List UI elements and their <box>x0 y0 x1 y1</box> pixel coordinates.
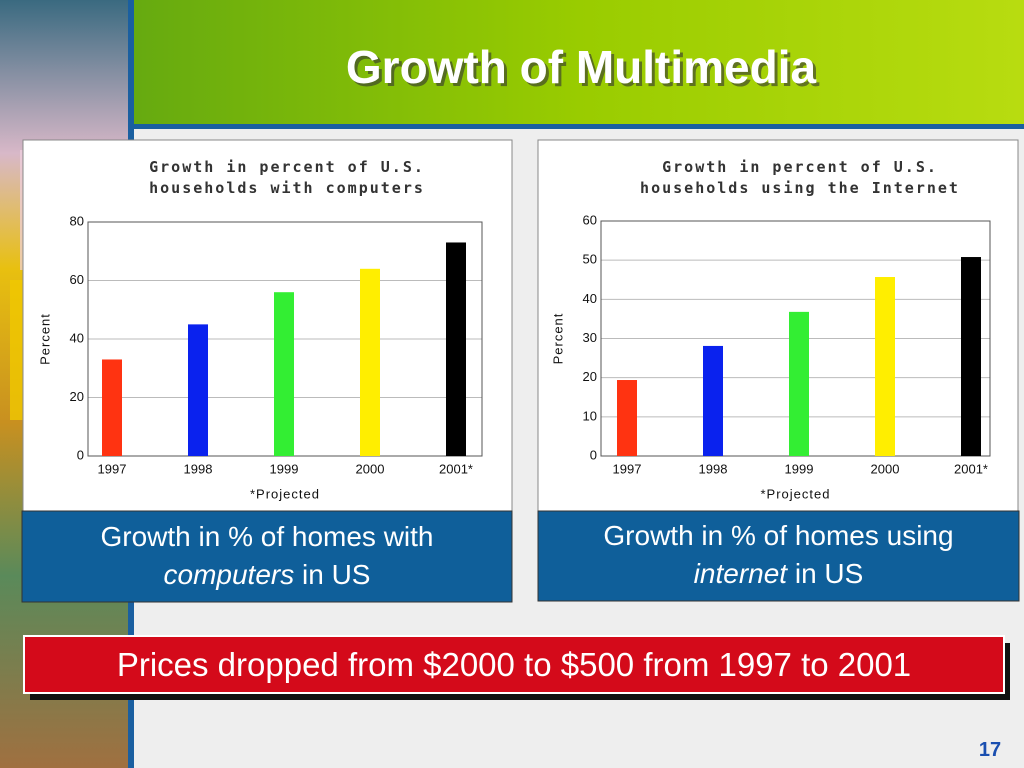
caption-text: in US <box>794 558 864 589</box>
title-shadow: Growth of Multimedia <box>349 44 820 96</box>
x-tick-label: 1998 <box>699 461 728 476</box>
chart-title: Growth in percent of U.S. <box>662 158 938 176</box>
banner <box>23 635 1005 694</box>
bar <box>188 324 208 456</box>
header <box>134 0 1024 124</box>
y-tick-label: 0 <box>590 447 597 462</box>
bar <box>446 242 466 456</box>
slide-title: Growth of Multimedia <box>346 41 817 93</box>
y-tick-label: 20 <box>583 369 597 384</box>
chart-title: Growth in percent of U.S. <box>149 158 425 176</box>
x-tick-label: 2001* <box>954 461 988 476</box>
caption-text: Growth in % of homes using <box>603 520 954 551</box>
caption: Growth in % of homes with computers in U… <box>22 518 512 594</box>
banner-text: Prices dropped from $2000 to $500 from 1… <box>117 646 911 683</box>
bar <box>360 268 380 456</box>
y-tick-label: 30 <box>583 330 597 345</box>
bar <box>102 359 122 456</box>
x-tick-label: 1999 <box>270 461 299 476</box>
y-tick-label: 80 <box>70 213 84 228</box>
caption-box <box>21 510 513 603</box>
x-tick-label: 1998 <box>184 461 213 476</box>
caption-text: Growth in % of homes with <box>100 521 434 552</box>
caption-emphasis: internet <box>693 558 788 589</box>
x-tick-label: 2000 <box>356 461 385 476</box>
x-tick-label: 1999 <box>785 461 814 476</box>
bar <box>789 311 809 456</box>
y-tick-label: 0 <box>77 447 84 462</box>
x-tick-label: 1997 <box>98 461 127 476</box>
x-axis-label: *Projected <box>250 486 320 501</box>
x-tick-label: 1997 <box>613 461 642 476</box>
caption: Growth in % of homes using internet in U… <box>538 517 1019 593</box>
y-tick-label: 50 <box>583 252 597 267</box>
header-rule <box>134 124 1024 129</box>
bar <box>961 257 981 456</box>
bar <box>703 345 723 456</box>
caption-emphasis: computers <box>163 559 295 590</box>
chart-title: households with computers <box>149 179 425 197</box>
y-tick-label: 20 <box>70 389 84 404</box>
x-tick-label: 2001* <box>439 461 473 476</box>
y-tick-label: 40 <box>583 291 597 306</box>
y-axis-label: Percent <box>37 313 52 365</box>
caption-text: in US <box>302 559 371 590</box>
y-tick-label: 60 <box>70 272 84 287</box>
chart-title: households using the Internet <box>640 179 960 197</box>
caption-box <box>537 510 1020 602</box>
x-tick-label: 2000 <box>871 461 900 476</box>
y-tick-label: 10 <box>583 408 597 423</box>
y-tick-label: 40 <box>70 330 84 345</box>
bar <box>274 292 294 456</box>
y-tick-label: 60 <box>583 212 597 227</box>
page-number: 17 <box>979 739 1001 761</box>
bar <box>617 380 637 456</box>
bar <box>875 277 895 456</box>
y-axis-label: Percent <box>550 313 565 365</box>
x-axis-label: *Projected <box>761 486 831 501</box>
